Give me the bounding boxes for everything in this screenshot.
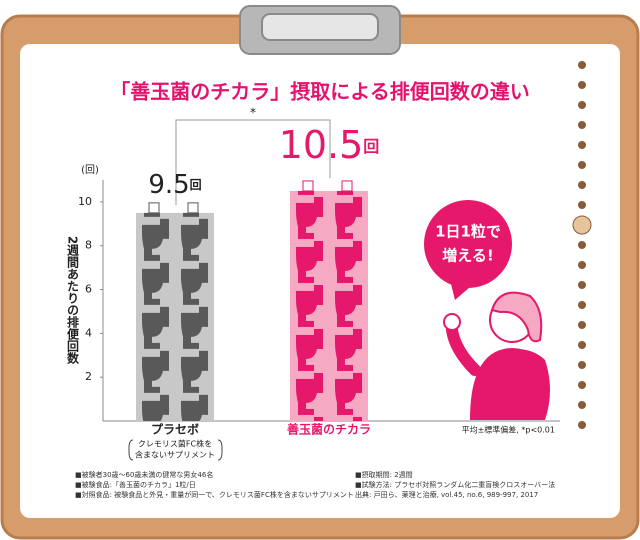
y-tick-label: 6 xyxy=(85,283,92,296)
binder-dot xyxy=(572,215,592,235)
significance-bracket xyxy=(175,119,331,205)
speech-bubble xyxy=(424,200,512,288)
binder-dot xyxy=(578,241,586,249)
y-tick-label: 4 xyxy=(85,326,92,339)
bar-cap xyxy=(302,180,314,192)
value-label: 10.5回 xyxy=(279,122,380,166)
note-bracket xyxy=(128,439,223,461)
bar-cap xyxy=(341,180,353,192)
binder-dot xyxy=(578,281,586,289)
value-label: 9.5回 xyxy=(148,169,201,199)
value-number: 9.5 xyxy=(148,169,189,199)
x-tick-label: プラセボ xyxy=(151,422,199,437)
binder-dot xyxy=(578,321,586,329)
binder-dot xyxy=(578,201,586,209)
y-tick-label: 2 xyxy=(85,370,92,383)
binder-dot xyxy=(578,301,586,309)
bar-cap xyxy=(148,202,160,214)
x-tick-label: 善玉菌のチカラ xyxy=(287,422,371,437)
footnote: ■試験方法: プラセボ対照ランダム化二重盲検クロスオーバー法 xyxy=(355,480,555,489)
binder-dots xyxy=(572,61,592,429)
stat-note: 平均±標準偏差, *p<0.01 xyxy=(462,425,555,435)
binder-dot xyxy=(578,261,586,269)
footnotes: ■被験者30歳〜60歳未満の健常な男女46名■被験食品:「善玉菌のチカラ」1粒/… xyxy=(75,470,555,499)
binder-dot xyxy=(578,61,586,69)
binder-dot xyxy=(578,81,586,89)
value-unit: 回 xyxy=(363,136,379,155)
footnote: ■対照食品: 被験食品と外見・重量が同一で、クレモリス菌FC株を含まないサプリメ… xyxy=(75,490,354,499)
binder-dot xyxy=(578,341,586,349)
bar-cap xyxy=(187,202,199,214)
bubble-text: 1日1粒で xyxy=(435,223,501,241)
chart-title: 「善玉菌のチカラ」摂取による排便回数の違い xyxy=(110,80,529,104)
binder-dot xyxy=(578,101,586,109)
binder-dot xyxy=(578,381,586,389)
binder-dot xyxy=(578,421,586,429)
clip-hole xyxy=(261,13,379,41)
binder-dot xyxy=(578,121,586,129)
footnote: 出典: 戸田ら、薬理と治療, vol.45, no.6, 989-997, 20… xyxy=(355,490,538,499)
woman-illustration xyxy=(443,291,550,420)
category-note: クレモリス菌FC株を xyxy=(138,439,212,449)
binder-dot xyxy=(578,401,586,409)
y-axis-label: 2週間あたりの排便回数 xyxy=(66,236,80,365)
binder-dot xyxy=(578,141,586,149)
footnote: ■摂取期間: 2週間 xyxy=(355,470,413,479)
value-unit: 回 xyxy=(190,177,202,191)
bubble-text: 増える! xyxy=(442,247,493,265)
binder-dot xyxy=(578,181,586,189)
bar xyxy=(290,190,368,421)
significance-mark: * xyxy=(250,106,256,120)
y-tick-label: 8 xyxy=(85,239,92,252)
bar xyxy=(136,212,214,421)
binder-dot xyxy=(578,161,586,169)
y-tick-label: 10 xyxy=(78,195,92,208)
value-number: 10.5 xyxy=(279,122,364,166)
footnote: ■被験食品:「善玉菌のチカラ」1粒/日 xyxy=(75,480,196,489)
footnote: ■被験者30歳〜60歳未満の健常な男女46名 xyxy=(75,470,213,479)
y-unit: (回) xyxy=(81,164,99,176)
category-note: 含まないサプリメント xyxy=(135,450,215,460)
binder-dot xyxy=(578,361,586,369)
